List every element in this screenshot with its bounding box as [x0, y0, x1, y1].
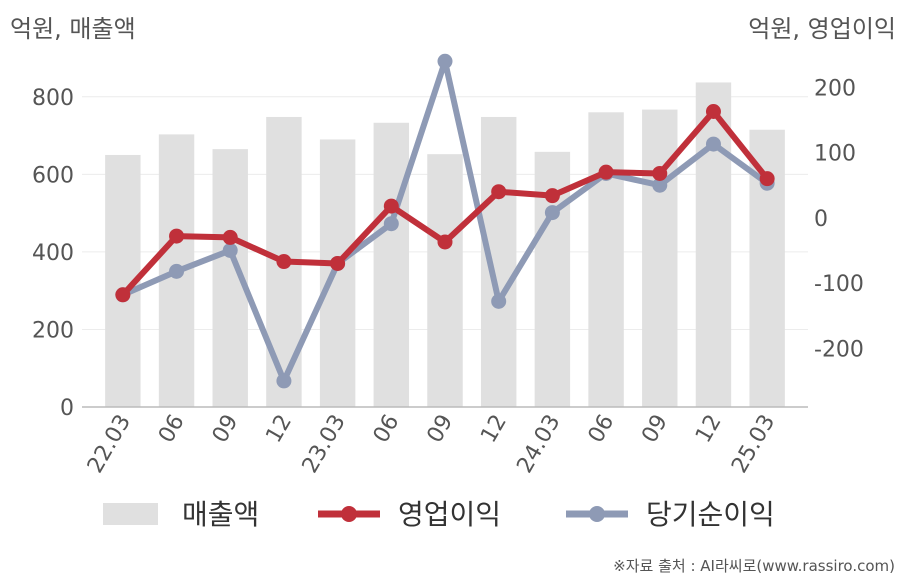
net-income-point [437, 53, 453, 69]
left-axis-ticks: 0 200 400 600 800 [32, 86, 74, 421]
legend-label-net-income: 당기순이익 [646, 498, 775, 531]
x-tick-label: 25.03 [727, 411, 780, 478]
revenue-bar [373, 122, 410, 408]
x-tick-label: 06 [584, 411, 620, 448]
right-tick-label: 100 [814, 142, 856, 167]
revenue-bar [642, 109, 678, 407]
legend-swatch-revenue [103, 503, 158, 525]
left-tick-label: 600 [32, 163, 74, 188]
right-axis-label: 억원, 영업이익 [748, 15, 896, 43]
x-tick-label: 06 [369, 411, 405, 448]
operating-profit-point [705, 103, 721, 119]
legend-marker-operating-profit [341, 506, 357, 522]
source-note: ※자료 출처 : AI라씨로(www.rassiro.com) [613, 557, 895, 575]
x-tick-label: 23.03 [298, 411, 351, 478]
line-series [115, 53, 775, 389]
net-income-point [491, 293, 507, 309]
operating-profit-point [276, 254, 292, 270]
operating-profit-point [491, 184, 507, 200]
left-tick-label: 800 [32, 86, 74, 111]
net-income-point [544, 205, 560, 221]
revenue-bar [427, 154, 463, 407]
revenue-bar [588, 112, 624, 408]
operating-profit-point [437, 234, 453, 250]
operating-profit-point [330, 255, 346, 271]
x-tick-label: 22.03 [83, 411, 136, 478]
net-income-point [222, 242, 238, 258]
operating-profit-point [544, 188, 560, 204]
left-tick-label: 400 [32, 241, 74, 266]
operating-profit-point [115, 287, 131, 303]
operating-profit-point [169, 228, 185, 244]
x-tick-label: 09 [637, 411, 673, 448]
net-income-point [383, 216, 399, 232]
left-tick-label: 0 [60, 396, 74, 421]
operating-profit-point [759, 171, 775, 187]
operating-profit-point [652, 165, 668, 181]
net-income-point [276, 373, 292, 389]
right-tick-label: -100 [814, 272, 864, 297]
revenue-bar [480, 116, 517, 407]
net-income-point [169, 263, 185, 279]
x-tick-label: 12 [261, 411, 297, 448]
net-income-point [705, 136, 721, 152]
revenue-bar [695, 82, 732, 408]
net-income-point [652, 177, 668, 193]
legend-label-revenue: 매출액 [182, 498, 259, 531]
left-axis-label: 억원, 매출액 [10, 15, 136, 43]
left-tick-label: 200 [32, 318, 74, 343]
right-axis-ticks: -200 -100 0 100 200 [814, 76, 864, 362]
right-tick-label: 200 [814, 76, 856, 101]
operating-profit-point [222, 229, 238, 245]
legend: 매출액 영업이익 당기순이익 [103, 498, 775, 531]
x-tick-label: 09 [208, 411, 244, 448]
x-axis-ticks: 22.03 06 09 12 23.03 06 09 12 24.03 06 09 12 25.03 [83, 411, 780, 478]
x-tick-label: 06 [154, 411, 190, 448]
x-tick-label: 09 [423, 411, 459, 448]
operating-profit-point [598, 164, 614, 180]
right-tick-label: -200 [814, 337, 864, 362]
x-tick-label: 12 [476, 411, 512, 448]
x-tick-label: 12 [691, 411, 727, 448]
right-tick-label: 0 [814, 207, 828, 232]
legend-marker-net-income [589, 506, 605, 522]
revenue-bar [319, 139, 356, 407]
x-tick-label: 24.03 [512, 411, 565, 478]
operating-profit-point [383, 198, 399, 214]
legend-label-operating-profit: 영업이익 [398, 498, 501, 531]
